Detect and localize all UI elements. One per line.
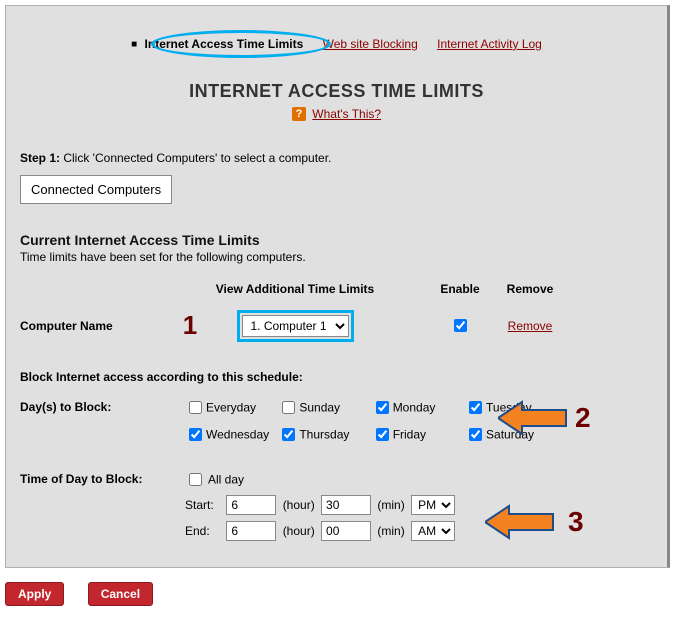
start-min-input[interactable]: [321, 495, 371, 515]
cb-wednesday[interactable]: [189, 428, 202, 441]
cb-sunday[interactable]: [282, 401, 295, 414]
day-wednesday[interactable]: Wednesday: [185, 425, 275, 444]
cb-thursday[interactable]: [282, 428, 295, 441]
cb-allday[interactable]: [189, 473, 202, 486]
schedule-heading: Block Internet access according to this …: [20, 370, 653, 384]
start-hour-input[interactable]: [226, 495, 276, 515]
end-label: End:: [185, 524, 223, 538]
step1-text: Step 1: Click 'Connected Computers' to s…: [20, 151, 653, 165]
tab-label: Internet Access Time Limits: [145, 37, 304, 51]
tabs-row: ■ Internet Access Time Limits Web site B…: [6, 6, 667, 71]
end-row: End: (hour) (min) AM: [185, 521, 653, 541]
help-icon: ?: [292, 107, 306, 121]
computer-name-label: Computer Name: [20, 319, 170, 333]
apply-button[interactable]: Apply: [5, 582, 64, 606]
cb-saturday[interactable]: [469, 428, 482, 441]
end-ampm-select[interactable]: AM: [411, 521, 455, 541]
hour-unit-2: (hour): [283, 524, 315, 538]
annotation-number-1: 1: [170, 310, 210, 341]
cb-monday[interactable]: [376, 401, 389, 414]
cancel-button[interactable]: Cancel: [88, 582, 153, 606]
hour-unit: (hour): [283, 498, 315, 512]
computer-select-highlight: 1. Computer 1: [237, 310, 354, 342]
col-header-enable: Enable: [430, 282, 490, 296]
whats-this-row: ? What's This?: [6, 106, 667, 121]
enable-checkbox[interactable]: [454, 319, 467, 332]
time-label: Time of Day to Block:: [20, 470, 185, 486]
days-label: Day(s) to Block:: [20, 398, 185, 414]
day-friday[interactable]: Friday: [372, 425, 462, 444]
page-title: INTERNET ACCESS TIME LIMITS: [6, 81, 667, 102]
footer-buttons: Apply Cancel: [0, 568, 675, 620]
end-min-input[interactable]: [321, 521, 371, 541]
start-row: Start: (hour) (min) PM: [185, 495, 653, 515]
cb-friday[interactable]: [376, 428, 389, 441]
day-saturday[interactable]: Saturday: [465, 425, 555, 444]
current-heading: Current Internet Access Time Limits: [20, 232, 653, 248]
day-monday[interactable]: Monday: [372, 398, 462, 417]
day-tuesday[interactable]: Tuesday: [465, 398, 555, 417]
cb-tuesday[interactable]: [469, 401, 482, 414]
day-sunday[interactable]: Sunday: [278, 398, 368, 417]
step1-rest: Click 'Connected Computers' to select a …: [60, 151, 331, 165]
col-header-remove: Remove: [490, 282, 570, 296]
min-unit-2: (min): [377, 524, 404, 538]
current-sub: Time limits have been set for the follow…: [20, 250, 653, 264]
step1-bold: Step 1:: [20, 151, 60, 165]
tab-time-limits[interactable]: ■ Internet Access Time Limits: [131, 37, 303, 51]
allday-row: All day: [185, 470, 653, 489]
start-label: Start:: [185, 498, 223, 512]
day-everyday[interactable]: Everyday: [185, 398, 275, 417]
tab-web-blocking[interactable]: Web site Blocking: [323, 37, 418, 51]
remove-link[interactable]: Remove: [508, 319, 553, 333]
end-hour-input[interactable]: [226, 521, 276, 541]
min-unit: (min): [377, 498, 404, 512]
day-thursday[interactable]: Thursday: [278, 425, 368, 444]
tab-activity-log[interactable]: Internet Activity Log: [437, 37, 542, 51]
col-header-view: View Additional Time Limits: [210, 282, 380, 296]
connected-computers-button[interactable]: Connected Computers: [20, 175, 172, 204]
bullet-icon: ■: [131, 39, 137, 50]
cb-everyday[interactable]: [189, 401, 202, 414]
whats-this-link[interactable]: What's This?: [312, 107, 381, 121]
start-ampm-select[interactable]: PM: [411, 495, 455, 515]
computer-select[interactable]: 1. Computer 1: [242, 315, 349, 337]
